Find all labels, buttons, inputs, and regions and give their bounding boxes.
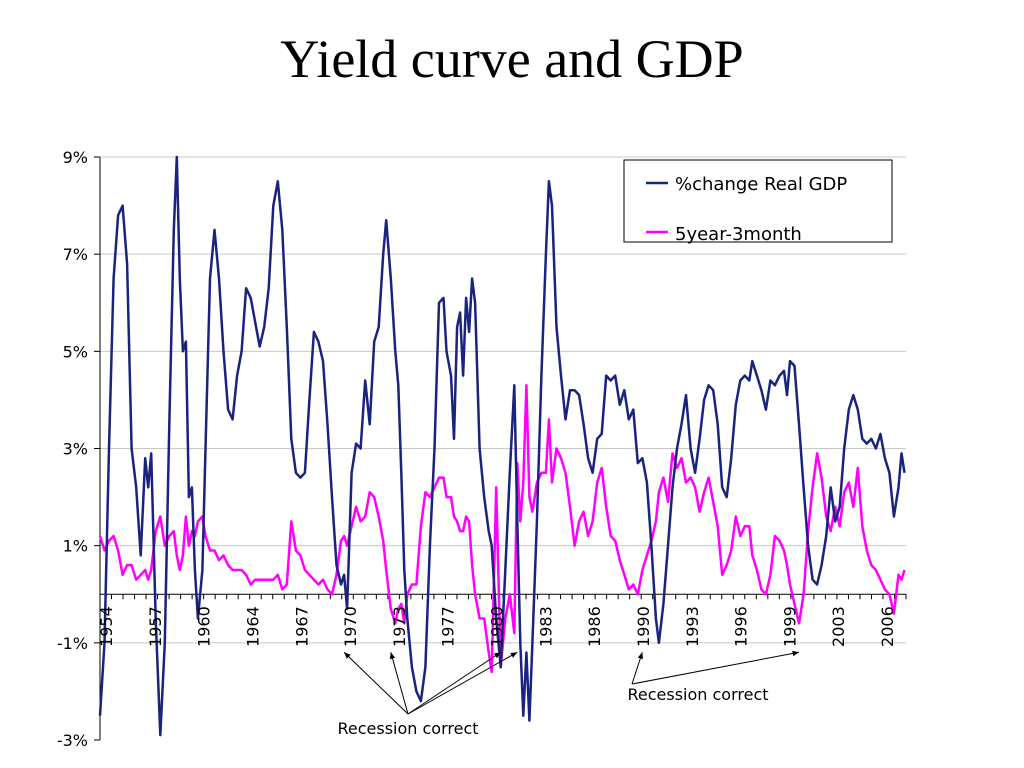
x-tick-label: 1983	[536, 606, 555, 647]
annotation-arrow	[343, 651, 409, 715]
y-tick-labels: -3% -1% 1% 3% 5% 7% 9%	[57, 148, 88, 750]
x-tick-label: 1986	[585, 606, 604, 647]
x-tick-label: 1957	[146, 606, 165, 647]
y-tick-label: 3%	[63, 440, 88, 459]
legend-label-gdp: %change Real GDP	[675, 174, 847, 195]
annotation-arrow	[407, 651, 502, 715]
x-tick-label: 1967	[292, 606, 311, 647]
annotation-arrowhead	[389, 652, 396, 660]
gridlines	[100, 156, 906, 644]
y-tick-label: -1%	[57, 634, 88, 653]
x-tick-label: 1973	[390, 606, 409, 647]
y-tick-label: 5%	[63, 342, 88, 361]
x-tick-label: 1990	[634, 606, 653, 647]
y-tick-label: 7%	[63, 245, 88, 264]
annotation-arrow	[407, 651, 518, 715]
legend-box	[623, 159, 893, 243]
x-tick-label: 1970	[341, 606, 360, 647]
series-line-gdp	[98, 155, 906, 737]
legend: %change Real GDP 5year-3month	[623, 159, 893, 245]
slide-title: Yield curve and GDP	[280, 29, 744, 89]
annotation-arrowhead	[637, 652, 643, 660]
annotation-arrowhead	[344, 652, 351, 659]
annotation-recession-correct-right: Recession correct	[627, 685, 768, 704]
annotation-arrow	[390, 652, 409, 715]
x-tick-labels: 1954 1957 1960 1964 1967 1970 1973 1977 1980 1983…	[97, 606, 897, 647]
x-tick-label: 1964	[243, 606, 262, 647]
annotation-recession-correct-left: Recession correct	[337, 719, 478, 738]
x-tick-label: 1993	[683, 606, 702, 647]
x-tick-label: 2006	[878, 606, 897, 647]
annotation-arrowhead	[792, 650, 800, 657]
legend-label-spread: 5year-3month	[675, 224, 802, 245]
x-tick-label: 1996	[732, 606, 751, 647]
x-tick-label: 1977	[439, 606, 458, 647]
x-tick-label: 1999	[780, 606, 799, 647]
x-tick-label: 2003	[829, 606, 848, 647]
series-lines	[98, 155, 906, 737]
y-tick-label: 1%	[63, 537, 88, 556]
annotation-arrowhead	[510, 652, 518, 658]
x-tick-label: 1960	[195, 606, 214, 647]
y-tick-label: -3%	[57, 731, 88, 750]
annotation-arrowhead	[493, 652, 501, 659]
series-line-spread	[98, 384, 906, 674]
y-tick-label: 9%	[63, 148, 88, 167]
annotations: Recession correct Recession correct	[337, 650, 800, 738]
annotation-arrow	[631, 651, 800, 685]
x-tick-label: 1954	[97, 606, 116, 647]
x-tick-label: 1980	[488, 606, 507, 647]
